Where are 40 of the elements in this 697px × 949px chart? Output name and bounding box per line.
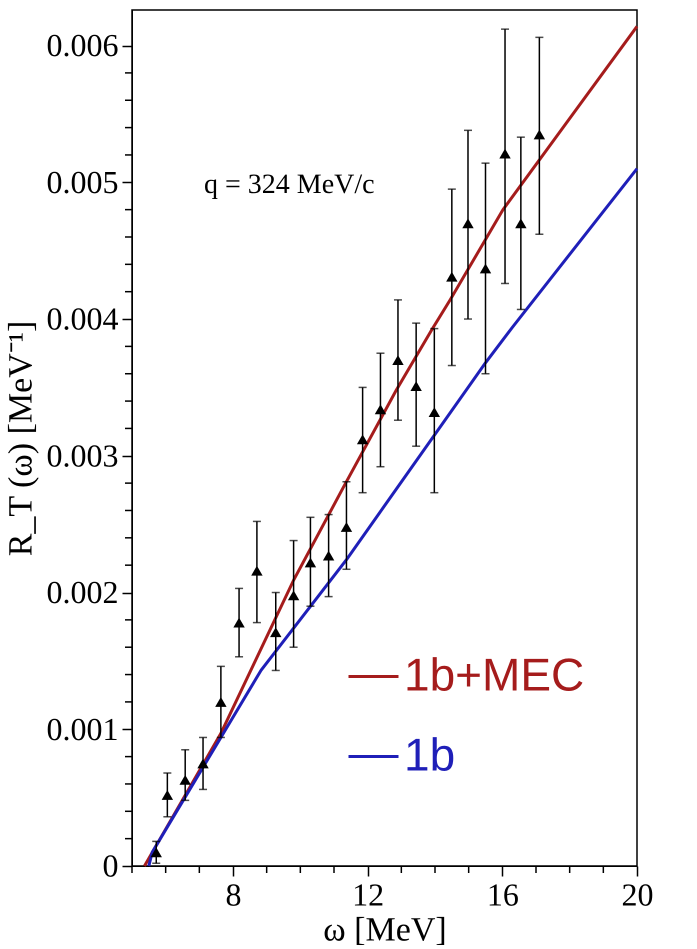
- point: [534, 130, 546, 140]
- annotation: q = 324 MeV/c: [204, 169, 375, 200]
- point: [288, 590, 300, 600]
- line-series: [147, 167, 638, 868]
- x-tick-label: 16: [486, 876, 519, 912]
- y-axis-title: R_T (ω) [MeV⁻¹]: [2, 320, 40, 556]
- point: [233, 618, 245, 628]
- point: [340, 522, 352, 532]
- x-tick-label: 12: [352, 876, 384, 912]
- y-tick-label: 0: [102, 848, 118, 884]
- point: [480, 264, 492, 274]
- point: [162, 790, 174, 800]
- y-tick-label: 0.004: [46, 300, 118, 337]
- point: [322, 550, 334, 561]
- point: [410, 381, 422, 391]
- x-tick-label: 20: [622, 876, 654, 912]
- point: [499, 148, 511, 159]
- y-tick-label: 0.005: [46, 164, 118, 200]
- point: [150, 847, 162, 858]
- point: [356, 434, 368, 444]
- point: [428, 407, 440, 417]
- y-tick-label: 0.002: [46, 574, 118, 610]
- x-tick-label: 8: [226, 876, 242, 912]
- legend-label: 1b: [404, 728, 456, 780]
- x-axis-title: ω [MeV]: [323, 912, 447, 948]
- point: [215, 696, 227, 707]
- point: [446, 272, 458, 282]
- point: [392, 355, 404, 365]
- legend-label: 1b+MEC: [404, 648, 584, 700]
- point: [515, 218, 527, 228]
- point: [179, 774, 191, 785]
- point: [462, 218, 474, 228]
- point: [270, 627, 282, 638]
- point: [197, 758, 209, 768]
- point: [251, 566, 263, 576]
- point: [304, 558, 316, 568]
- y-tick-label: 0.003: [46, 437, 118, 474]
- y-tick-label: 0.006: [46, 27, 118, 64]
- y-tick-label: 0.001: [46, 710, 118, 747]
- point: [374, 404, 386, 414]
